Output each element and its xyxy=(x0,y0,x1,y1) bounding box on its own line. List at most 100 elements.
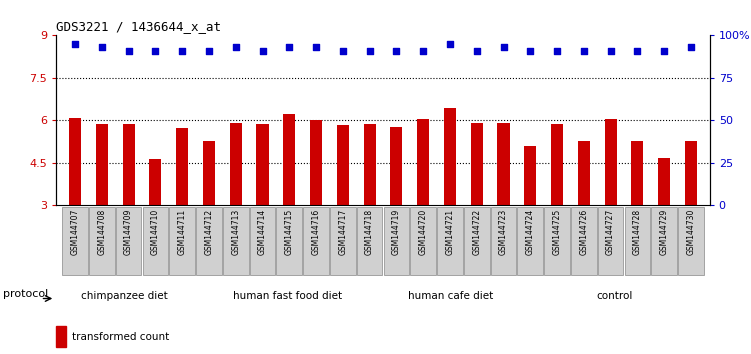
Bar xyxy=(363,124,376,205)
Bar xyxy=(69,118,81,205)
FancyBboxPatch shape xyxy=(490,207,517,275)
FancyBboxPatch shape xyxy=(223,207,249,275)
Bar xyxy=(336,125,349,205)
Bar xyxy=(149,159,161,205)
FancyBboxPatch shape xyxy=(89,207,115,275)
Point xyxy=(230,45,242,50)
Bar xyxy=(685,141,697,205)
Point xyxy=(149,48,161,53)
FancyBboxPatch shape xyxy=(62,207,88,275)
Text: GDS3221 / 1436644_x_at: GDS3221 / 1436644_x_at xyxy=(56,20,222,33)
Bar xyxy=(578,141,590,205)
Text: GSM144715: GSM144715 xyxy=(285,209,294,255)
Point xyxy=(283,45,295,50)
Point xyxy=(337,48,349,53)
Text: GSM144716: GSM144716 xyxy=(312,209,321,255)
Bar xyxy=(391,127,403,205)
FancyBboxPatch shape xyxy=(437,207,463,275)
Bar xyxy=(56,326,66,348)
Bar xyxy=(283,114,295,205)
FancyBboxPatch shape xyxy=(196,207,222,275)
FancyBboxPatch shape xyxy=(357,207,382,275)
FancyBboxPatch shape xyxy=(598,207,623,275)
Bar xyxy=(524,147,536,205)
Point xyxy=(363,48,376,53)
Point xyxy=(122,48,134,53)
Bar xyxy=(122,124,134,205)
FancyBboxPatch shape xyxy=(143,207,168,275)
Text: GSM144708: GSM144708 xyxy=(98,209,107,255)
Text: transformed count: transformed count xyxy=(72,332,169,342)
FancyBboxPatch shape xyxy=(464,207,490,275)
FancyBboxPatch shape xyxy=(303,207,329,275)
Text: GSM144722: GSM144722 xyxy=(472,209,481,255)
FancyBboxPatch shape xyxy=(169,207,195,275)
Bar xyxy=(417,119,430,205)
Point xyxy=(685,45,697,50)
FancyBboxPatch shape xyxy=(276,207,302,275)
Text: GSM144712: GSM144712 xyxy=(204,209,213,255)
Text: GSM144726: GSM144726 xyxy=(579,209,588,255)
Bar xyxy=(310,120,322,205)
Point xyxy=(524,48,536,53)
Text: GSM144707: GSM144707 xyxy=(71,209,80,255)
Point xyxy=(444,41,456,47)
Point xyxy=(632,48,644,53)
Text: protocol: protocol xyxy=(3,290,48,299)
Text: GSM144730: GSM144730 xyxy=(686,209,695,255)
Point xyxy=(658,48,670,53)
Point xyxy=(310,45,322,50)
Text: GSM144713: GSM144713 xyxy=(231,209,240,255)
Text: chimpanzee diet: chimpanzee diet xyxy=(81,291,167,302)
FancyBboxPatch shape xyxy=(384,207,409,275)
Point xyxy=(471,48,483,53)
Text: GSM144709: GSM144709 xyxy=(124,209,133,255)
Text: GSM144723: GSM144723 xyxy=(499,209,508,255)
Text: GSM144725: GSM144725 xyxy=(553,209,562,255)
Point xyxy=(497,45,509,50)
FancyBboxPatch shape xyxy=(678,207,704,275)
Point xyxy=(96,45,108,50)
Bar xyxy=(551,124,563,205)
FancyBboxPatch shape xyxy=(625,207,650,275)
Bar xyxy=(230,122,242,205)
Text: human fast food diet: human fast food diet xyxy=(233,291,342,302)
Point xyxy=(69,41,81,47)
Text: GSM144719: GSM144719 xyxy=(392,209,401,255)
Point xyxy=(203,48,215,53)
Text: GSM144720: GSM144720 xyxy=(418,209,427,255)
Point xyxy=(551,48,563,53)
Text: GSM144711: GSM144711 xyxy=(178,209,187,255)
Bar xyxy=(257,124,269,205)
Text: GSM144710: GSM144710 xyxy=(151,209,160,255)
Bar xyxy=(658,158,670,205)
Text: GSM144717: GSM144717 xyxy=(339,209,348,255)
Text: GSM144729: GSM144729 xyxy=(659,209,668,255)
Point xyxy=(417,48,429,53)
Bar xyxy=(605,119,617,205)
Bar xyxy=(497,122,509,205)
Bar xyxy=(176,128,189,205)
Point xyxy=(578,48,590,53)
FancyBboxPatch shape xyxy=(330,207,356,275)
Text: GSM144728: GSM144728 xyxy=(633,209,642,255)
FancyBboxPatch shape xyxy=(544,207,570,275)
Text: GSM144724: GSM144724 xyxy=(526,209,535,255)
Text: GSM144718: GSM144718 xyxy=(365,209,374,255)
FancyBboxPatch shape xyxy=(249,207,276,275)
FancyBboxPatch shape xyxy=(410,207,436,275)
FancyBboxPatch shape xyxy=(116,207,141,275)
Text: human cafe diet: human cafe diet xyxy=(409,291,493,302)
Bar xyxy=(471,122,483,205)
Point xyxy=(176,48,189,53)
FancyBboxPatch shape xyxy=(517,207,543,275)
Text: control: control xyxy=(596,291,632,302)
Point xyxy=(257,48,269,53)
FancyBboxPatch shape xyxy=(571,207,597,275)
Point xyxy=(391,48,403,53)
Bar xyxy=(203,141,215,205)
Bar xyxy=(444,108,456,205)
Text: GSM144714: GSM144714 xyxy=(258,209,267,255)
Text: GSM144727: GSM144727 xyxy=(606,209,615,255)
Bar xyxy=(96,124,108,205)
